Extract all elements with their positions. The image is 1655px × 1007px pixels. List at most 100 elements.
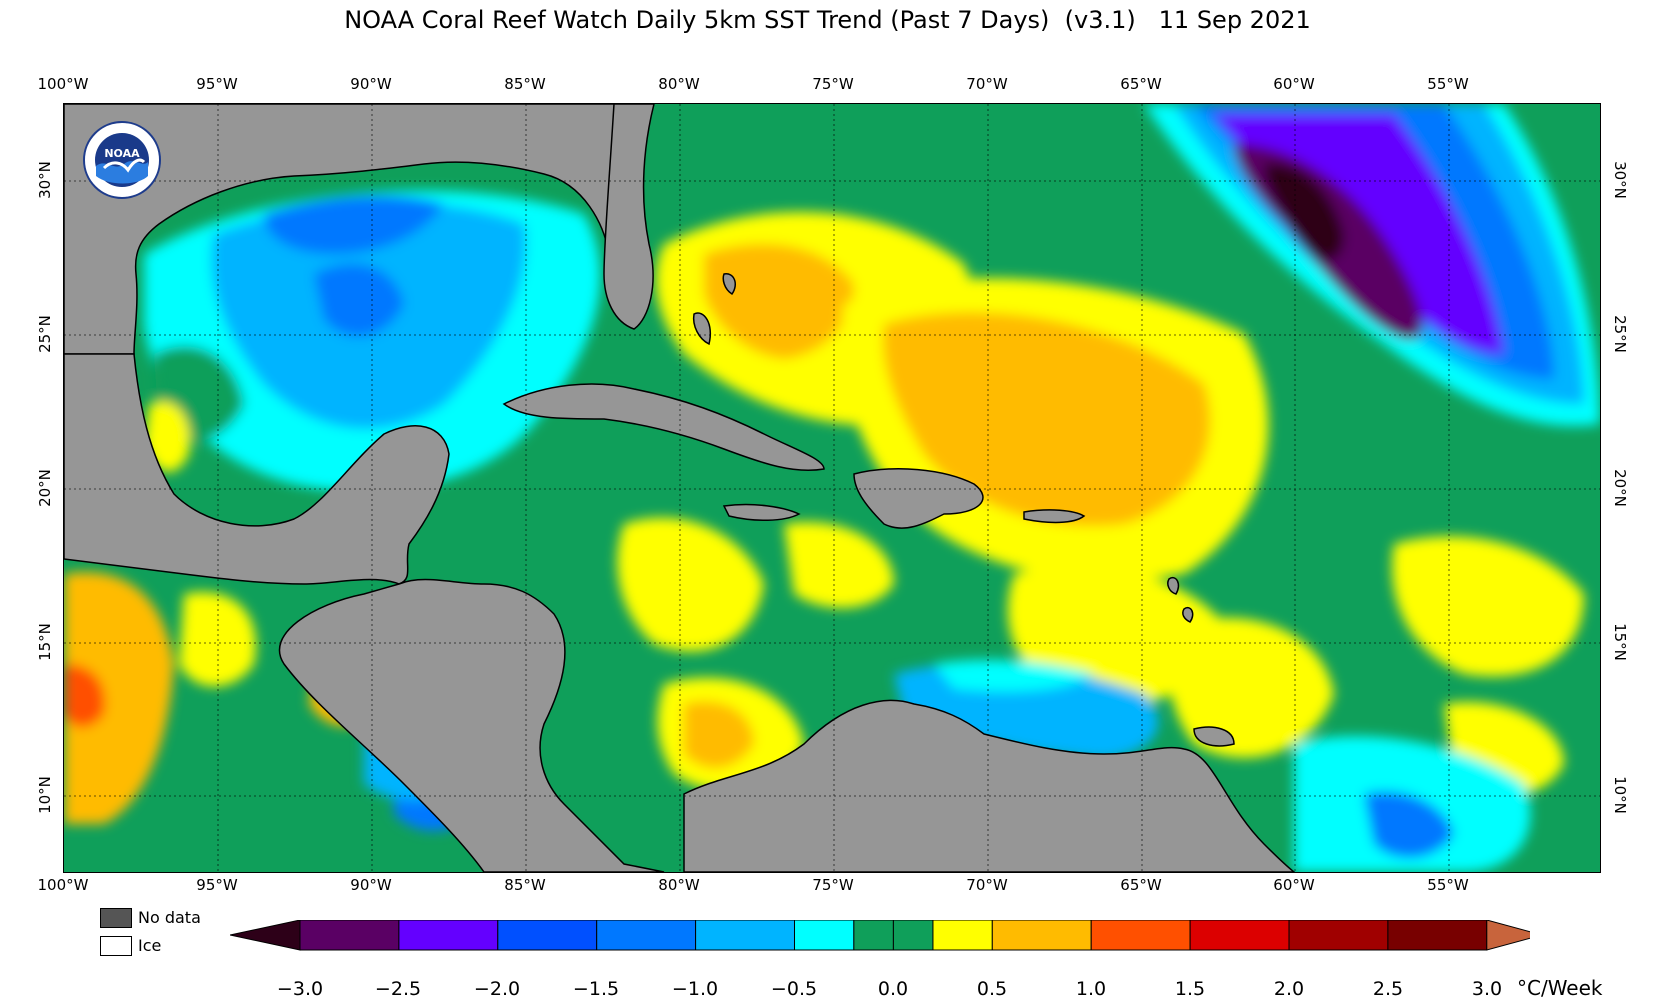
lon-label-top: 100°W	[37, 75, 89, 93]
gulf-blue-patch-2	[314, 264, 404, 337]
lon-label-top: 65°W	[1120, 75, 1162, 93]
lon-label-bottom: 85°W	[504, 876, 546, 894]
colorbar-tick: −1.0	[671, 978, 719, 1000]
lon-label-top: 60°W	[1273, 75, 1315, 93]
ice-swatch	[100, 936, 132, 956]
no-data-swatch	[100, 908, 132, 928]
lon-label-top: 95°W	[196, 75, 238, 93]
colorbar-segment	[991, 920, 1092, 951]
colorbar-tick: 1.0	[1075, 978, 1107, 1000]
colorbar-segment	[1387, 920, 1488, 951]
lon-label-bottom: 90°W	[350, 876, 392, 894]
atlantic-orange-field	[883, 312, 1211, 526]
land-lesser-antilles-2	[1182, 607, 1194, 623]
colorbar-tick: 2.0	[1273, 978, 1305, 1000]
lat-label-right: 20°N	[1611, 469, 1629, 507]
lon-label-bottom: 60°W	[1273, 876, 1315, 894]
land-bahamas-2	[722, 273, 736, 296]
colorbar-tick: −2.5	[374, 978, 422, 1000]
lon-label-top: 75°W	[812, 75, 854, 93]
lon-label-top: 90°W	[350, 75, 392, 93]
colorbar-segment	[596, 920, 697, 951]
land-south-america	[683, 699, 1296, 872]
lon-label-bottom: 100°W	[37, 876, 89, 894]
lon-label-bottom: 75°W	[812, 876, 854, 894]
colorbar-tick: 1.5	[1174, 978, 1206, 1000]
colorbar-tick: 0.5	[976, 978, 1008, 1000]
colorbar-segment	[695, 920, 796, 951]
colorbar-segment	[794, 920, 855, 951]
lat-label-left: 30°N	[36, 161, 54, 199]
pacific-orange-field	[64, 572, 174, 824]
colorbar-tick: −3.0	[276, 978, 324, 1000]
colorbar-segment	[892, 920, 934, 951]
land-bahamas-1	[692, 312, 711, 346]
colorbar-units: °C/Week	[1517, 976, 1603, 1000]
colorbar-tick: −1.5	[572, 978, 620, 1000]
colorbar-tick: −0.5	[770, 978, 818, 1000]
map-title: NOAA Coral Reef Watch Daily 5km SST Tren…	[344, 6, 1311, 34]
lon-label-bottom: 70°W	[966, 876, 1008, 894]
lat-label-right: 15°N	[1611, 623, 1629, 661]
map-canvas	[64, 104, 1600, 872]
land-mexico	[64, 353, 450, 585]
colorbar-tick: 2.5	[1372, 978, 1404, 1000]
lon-label-bottom: 55°W	[1427, 876, 1469, 894]
land-lesser-antilles	[1167, 577, 1180, 595]
colorbar-segment	[932, 920, 993, 951]
lon-label-top: 85°W	[504, 75, 546, 93]
lon-label-bottom: 65°W	[1120, 876, 1162, 894]
venezuela-cyan-edge	[934, 659, 1094, 692]
colorbar-segment	[853, 920, 894, 951]
lat-label-left: 15°N	[36, 623, 54, 661]
no-data-label: No data	[138, 908, 201, 927]
colorbar-segment	[497, 920, 598, 951]
ice-label: Ice	[138, 936, 162, 955]
colorbar-tick: 3.0	[1471, 978, 1503, 1000]
land-trinidad	[1193, 726, 1235, 747]
land-puerto-rico	[1023, 509, 1086, 524]
gulf-blue-patch	[264, 195, 444, 254]
colorbar-segment	[1189, 920, 1290, 951]
colorbar-tick: 0.0	[877, 978, 909, 1000]
sst-trend-map	[63, 103, 1601, 873]
colorbar-segment	[398, 920, 499, 951]
caribbean-yellow-5	[1170, 617, 1334, 758]
lat-label-right: 25°N	[1611, 315, 1629, 353]
lon-label-bottom: 95°W	[196, 876, 238, 894]
land-masses	[64, 104, 1296, 872]
colorbar-segment	[1288, 920, 1389, 951]
lat-label-right: 30°N	[1611, 161, 1629, 199]
pacific-redorange-patch	[64, 664, 105, 728]
colorbar-segment	[299, 920, 400, 951]
lon-label-bottom: 80°W	[658, 876, 700, 894]
lat-label-right: 10°N	[1611, 776, 1629, 814]
land-central-america	[278, 578, 665, 872]
caribbean-yellow-1	[617, 517, 764, 652]
land-hispaniola	[853, 468, 984, 529]
colorbar-tick: −2.0	[473, 978, 521, 1000]
lat-label-left: 25°N	[36, 315, 54, 353]
colorbar-high-extend	[1486, 920, 1530, 951]
lat-label-left: 10°N	[36, 776, 54, 814]
caribbean-yellow-3	[784, 522, 894, 608]
lon-label-top: 80°W	[658, 75, 700, 93]
graticule	[64, 104, 1600, 872]
pacific-yellow-patch	[179, 592, 256, 687]
se-blue-patch	[1364, 791, 1454, 858]
lon-label-top: 55°W	[1427, 75, 1469, 93]
east-yellow-6	[1392, 536, 1584, 677]
noaa-logo: NOAA	[82, 120, 162, 200]
land-cuba	[502, 383, 825, 472]
land-jamaica	[722, 503, 801, 522]
colorbar-segment	[1090, 920, 1191, 951]
ne-darkest-field	[1264, 163, 1344, 261]
land-florida	[603, 104, 655, 330]
colorbar	[230, 920, 1530, 951]
lon-label-top: 70°W	[966, 75, 1008, 93]
bahamas-orange-field	[704, 244, 854, 359]
noaa-logo-text: NOAA	[104, 147, 140, 160]
colorbar-low-extend	[230, 920, 301, 951]
caribbean-orange-1	[684, 701, 754, 768]
lat-label-left: 20°N	[36, 469, 54, 507]
